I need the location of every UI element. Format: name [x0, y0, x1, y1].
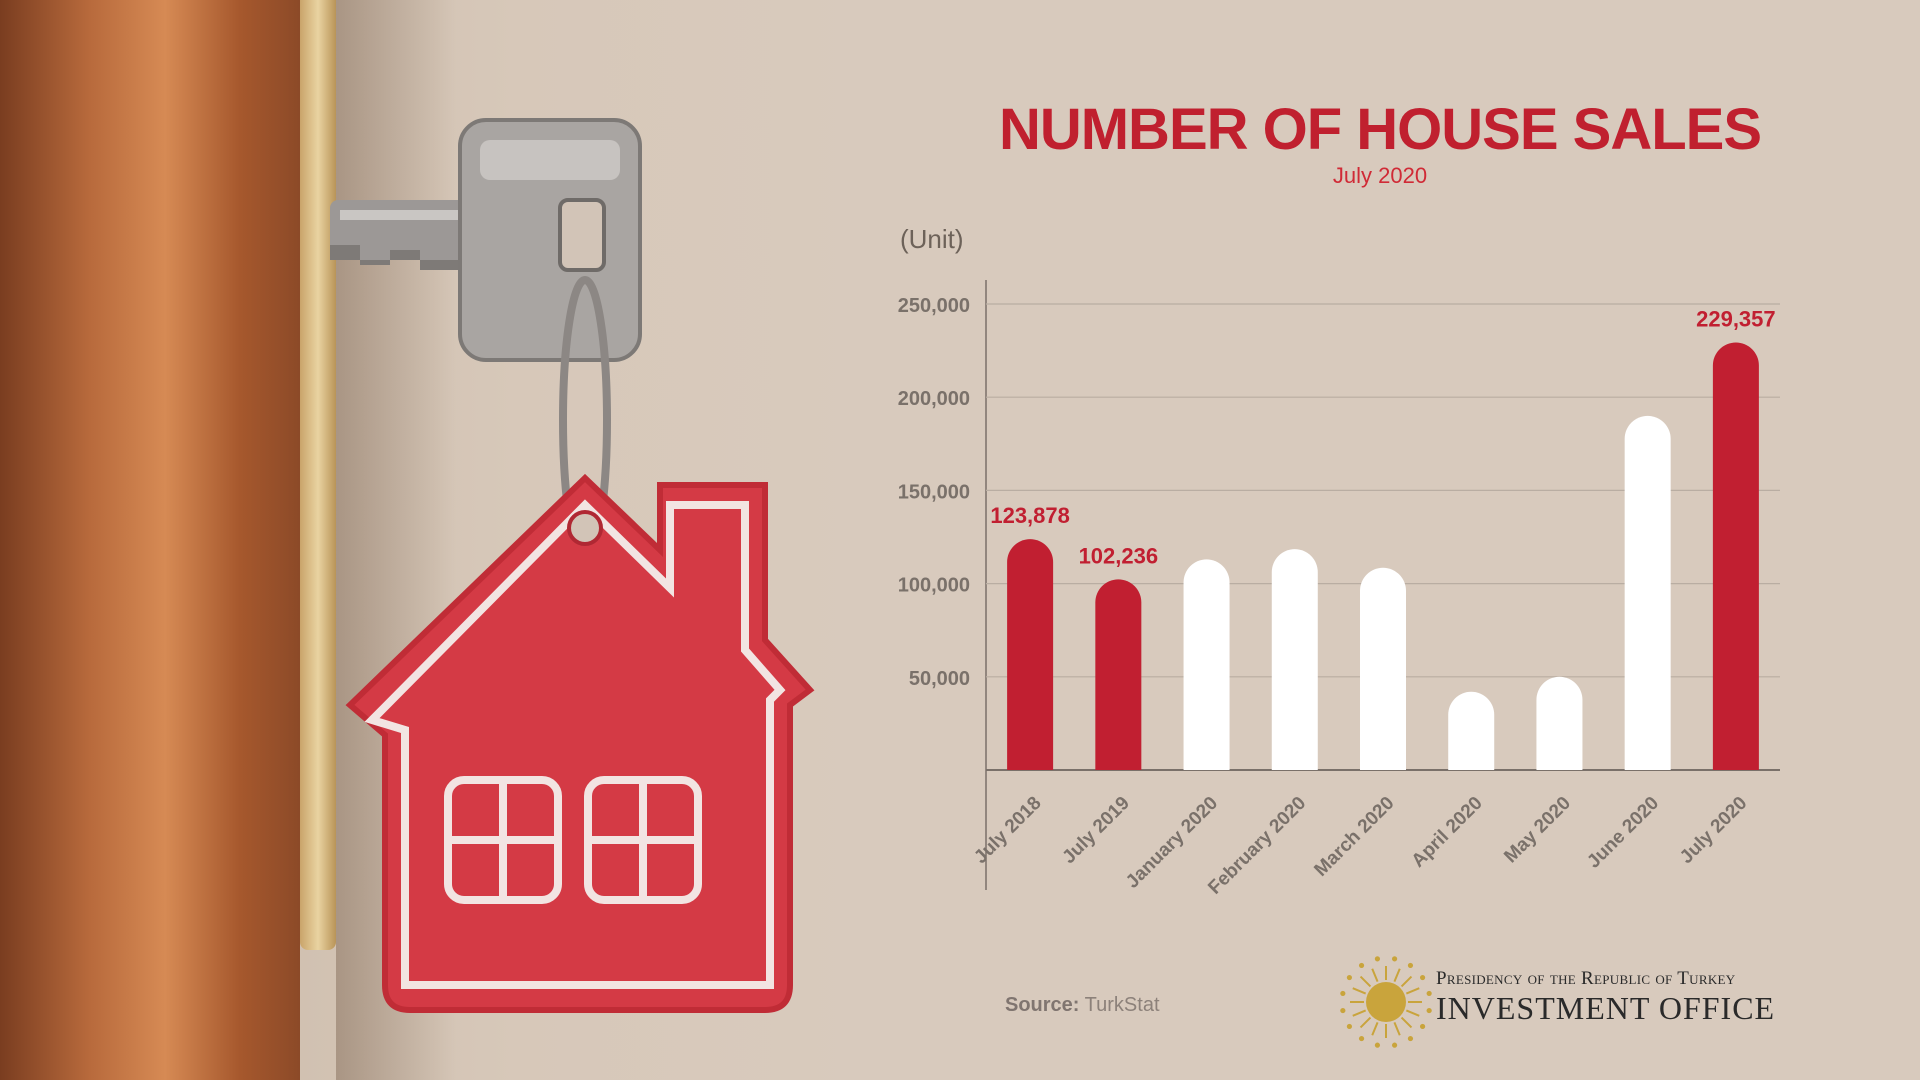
emblem-ray — [1400, 1016, 1413, 1029]
house-keychain-icon — [345, 473, 815, 1013]
organization-line-2: INVESTMENT OFFICE — [1436, 990, 1776, 1026]
x-tick-label: July 2020 — [1676, 793, 1751, 868]
emblem-ray — [1359, 975, 1372, 988]
emblem-ray — [1371, 968, 1379, 983]
y-tick-label: 100,000 — [898, 575, 970, 597]
key-keychain-illustration — [330, 118, 815, 1013]
organization-line-1: Presidency of the Republic of Turkey — [1436, 968, 1736, 989]
lock-plate — [300, 0, 336, 950]
emblem-star — [1426, 990, 1432, 997]
source-value: TurkStat — [1084, 994, 1160, 1016]
x-tick-label: May 2020 — [1500, 793, 1575, 868]
emblem-star — [1358, 962, 1365, 969]
emblem-star — [1419, 1023, 1426, 1030]
bar-3 — [1183, 559, 1230, 770]
x-tick-label: July 2019 — [1059, 793, 1134, 868]
emblem-ray — [1371, 1021, 1379, 1036]
bar-8 — [1624, 415, 1671, 770]
emblem-ray — [1352, 987, 1367, 995]
emblem-star — [1374, 956, 1381, 962]
y-tick-label: 250,000 — [898, 295, 970, 317]
chart-subtitle: July 2020 — [1332, 163, 1428, 188]
x-tick-label: June 2020 — [1583, 793, 1663, 873]
emblem-ray — [1352, 1009, 1367, 1017]
emblem-ray — [1405, 1009, 1420, 1017]
emblem-star — [1391, 956, 1398, 962]
emblem-ray — [1359, 1016, 1372, 1029]
data-label: 102,236 — [1079, 543, 1159, 568]
bar-9 — [1712, 342, 1759, 770]
bar-5 — [1360, 567, 1406, 770]
emblem-star — [1407, 1035, 1414, 1042]
emblem-ray — [1400, 975, 1413, 988]
data-label: 123,878 — [990, 503, 1070, 528]
source-note: Source: TurkStat — [1005, 994, 1160, 1017]
emblem-star — [1340, 990, 1346, 997]
emblem-star — [1374, 1042, 1381, 1048]
emblem-star — [1407, 962, 1414, 969]
bar-1 — [1007, 539, 1054, 770]
emblem-ray — [1393, 968, 1401, 983]
y-tick-label: 150,000 — [898, 481, 970, 503]
x-tick-label: April 2020 — [1408, 793, 1487, 872]
x-tick-label: July 2018 — [970, 793, 1045, 868]
emblem-star — [1358, 1035, 1365, 1042]
emblem-star — [1346, 974, 1353, 981]
y-tick-label: 50,000 — [909, 668, 970, 690]
y-tick-label: 200,000 — [898, 388, 970, 410]
data-label: 229,357 — [1696, 306, 1776, 331]
x-tick-label: January 2020 — [1122, 793, 1222, 893]
emblem-star — [1419, 974, 1426, 981]
bar-2 — [1095, 579, 1142, 770]
door-key-photo — [0, 0, 860, 1080]
chart-title: NUMBER OF HOUSE SALES — [998, 97, 1762, 162]
bar-4 — [1271, 549, 1318, 770]
emblem-star — [1346, 1023, 1353, 1030]
source-label: Source: — [1005, 994, 1080, 1016]
bar-6 — [1448, 691, 1495, 770]
bar-7 — [1536, 676, 1583, 770]
x-tick-label: March 2020 — [1310, 793, 1398, 881]
emblem-star — [1391, 1042, 1398, 1048]
emblem-ray — [1393, 1021, 1401, 1036]
emblem-star — [1426, 1007, 1432, 1014]
door-edge — [0, 0, 300, 1080]
emblem-star — [1340, 1007, 1346, 1014]
y-axis-unit-label: (Unit) — [900, 224, 964, 254]
emblem-ray — [1405, 987, 1420, 995]
presidency-emblem-icon — [1340, 956, 1432, 1048]
